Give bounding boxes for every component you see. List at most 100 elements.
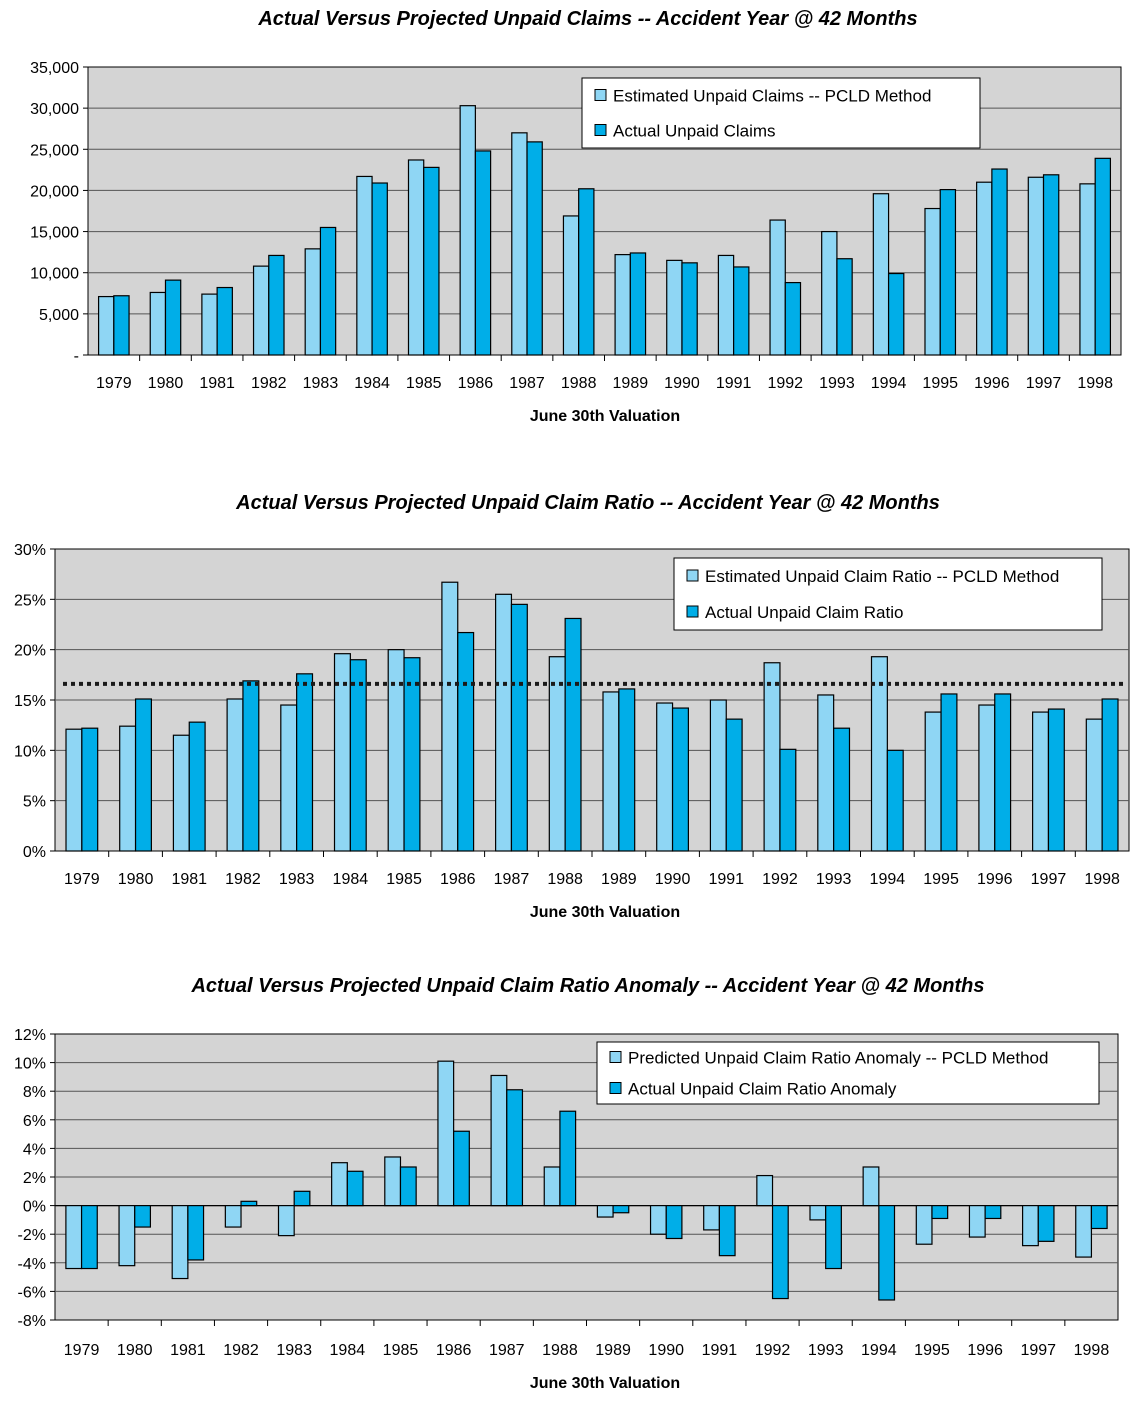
legend-label: Estimated Unpaid Claims -- PCLD Method: [613, 87, 931, 106]
bar-actual-1984: [346, 1170, 364, 1207]
bar-estimated-1987: [511, 132, 528, 356]
bar-actual-1987: [506, 1089, 524, 1207]
bar-actual-1986: [453, 1130, 470, 1207]
x-tick-label: 1994: [871, 375, 907, 392]
bar-estimated-1981: [201, 293, 218, 356]
bar-actual-1979: [80, 1204, 98, 1270]
y-tick-label: 20,000: [30, 183, 79, 200]
y-tick-label: -2%: [18, 1227, 46, 1244]
bar-actual-1995: [931, 1204, 949, 1220]
bar-actual-1991: [725, 718, 743, 852]
x-tick-label: 1987: [494, 871, 530, 888]
bar-estimated-1996: [978, 704, 996, 852]
y-tick-label: -8%: [18, 1313, 46, 1330]
legend-swatch: [686, 605, 699, 618]
y-tick-label: -6%: [18, 1284, 46, 1301]
chart-2: Actual Versus Projected Unpaid Claim Rat…: [14, 492, 1130, 921]
bar-actual-1996: [984, 1204, 1002, 1220]
bar-actual-1997: [1047, 708, 1065, 852]
x-tick-label: 1984: [330, 1342, 366, 1359]
x-tick-label: 1991: [708, 871, 744, 888]
bar-estimated-1986: [459, 105, 476, 356]
bar-actual-1995: [939, 189, 957, 356]
bar-actual-1994: [887, 272, 905, 356]
bar-actual-1982: [240, 1200, 258, 1207]
x-tick-label: 1990: [648, 1342, 684, 1359]
bar-estimated-1986: [441, 581, 459, 852]
x-tick-label: 1998: [1074, 1342, 1110, 1359]
x-tick-label: 1985: [383, 1342, 419, 1359]
bar-estimated-1989: [602, 691, 620, 852]
bar-actual-1987: [526, 141, 543, 356]
bar-actual-1983: [319, 226, 337, 356]
legend-swatch: [594, 124, 607, 136]
bar-actual-1992: [779, 748, 797, 852]
bar-estimated-1989: [614, 254, 631, 356]
legend-box: [673, 557, 1103, 631]
y-tick-label: 8%: [23, 1084, 46, 1101]
bar-estimated-1997: [1027, 176, 1045, 356]
x-tick-label: 1982: [251, 375, 287, 392]
bar-estimated-1992: [763, 662, 781, 852]
bar-actual-1990: [665, 1204, 683, 1240]
legend-box: [596, 1041, 1100, 1105]
y-tick-label: 35,000: [30, 60, 79, 77]
bar-actual-1989: [629, 252, 647, 356]
x-tick-label: 1989: [595, 1342, 631, 1359]
bar-actual-1998: [1101, 698, 1119, 852]
bar-estimated-1989: [596, 1204, 614, 1218]
x-tick-label: 1998: [1084, 871, 1120, 888]
bar-estimated-1983: [277, 1204, 295, 1237]
x-tick-label: 1984: [333, 871, 369, 888]
bar-estimated-1992: [769, 219, 786, 356]
bar-estimated-1990: [656, 702, 674, 852]
bar-actual-1986: [457, 631, 475, 852]
x-tick-label: 1989: [601, 871, 637, 888]
bar-actual-1990: [681, 262, 698, 356]
bar-actual-1984: [349, 659, 367, 852]
y-tick-label: 2%: [23, 1170, 46, 1187]
legend-swatch: [594, 89, 607, 101]
bar-actual-1998: [1094, 157, 1112, 356]
legend-box: [581, 77, 981, 149]
bar-estimated-1985: [387, 649, 405, 852]
x-tick-label: 1985: [406, 375, 442, 392]
bar-estimated-1993: [821, 230, 838, 356]
bar-estimated-1998: [1075, 1204, 1093, 1258]
bar-estimated-1986: [437, 1060, 455, 1207]
y-tick-label: 25,000: [30, 142, 79, 159]
bar-actual-1983: [293, 1190, 311, 1207]
y-tick-label: 12%: [14, 1027, 46, 1044]
x-tick-label: 1988: [547, 871, 583, 888]
bar-estimated-1988: [543, 1166, 561, 1207]
bar-actual-1983: [296, 673, 314, 852]
bar-actual-1992: [771, 1204, 789, 1300]
x-tick-label: 1993: [808, 1342, 844, 1359]
x-tick-label: 1980: [148, 375, 184, 392]
x-tick-label: 1996: [977, 871, 1013, 888]
legend-swatch: [609, 1051, 622, 1063]
y-tick-label: 6%: [23, 1113, 46, 1130]
bar-actual-1985: [403, 657, 421, 852]
x-axis-label: June 30th Valuation: [530, 408, 680, 425]
x-tick-label: 1988: [561, 375, 597, 392]
bar-estimated-1981: [171, 1204, 189, 1280]
x-tick-label: 1997: [1026, 375, 1062, 392]
x-tick-label: 1981: [171, 871, 207, 888]
bar-actual-1993: [836, 258, 853, 356]
bar-actual-1995: [940, 693, 958, 852]
bar-estimated-1982: [252, 265, 270, 356]
x-tick-label: 1986: [440, 871, 476, 888]
bar-estimated-1983: [280, 704, 298, 852]
legend-label: Predicted Unpaid Claim Ratio Anomaly -- …: [628, 1049, 1048, 1068]
chart-3: Actual Versus Projected Unpaid Claim Rat…: [14, 975, 1119, 1392]
x-tick-label: 1994: [861, 1342, 897, 1359]
bar-estimated-1996: [968, 1204, 986, 1238]
y-tick-label: 10%: [14, 1056, 46, 1073]
x-tick-label: 1991: [702, 1342, 738, 1359]
x-tick-label: 1989: [613, 375, 649, 392]
legend: Predicted Unpaid Claim Ratio Anomaly -- …: [596, 1041, 1100, 1105]
y-tick-label: 30%: [14, 542, 46, 559]
x-tick-label: 1979: [96, 375, 132, 392]
x-tick-label: 1996: [967, 1342, 1003, 1359]
